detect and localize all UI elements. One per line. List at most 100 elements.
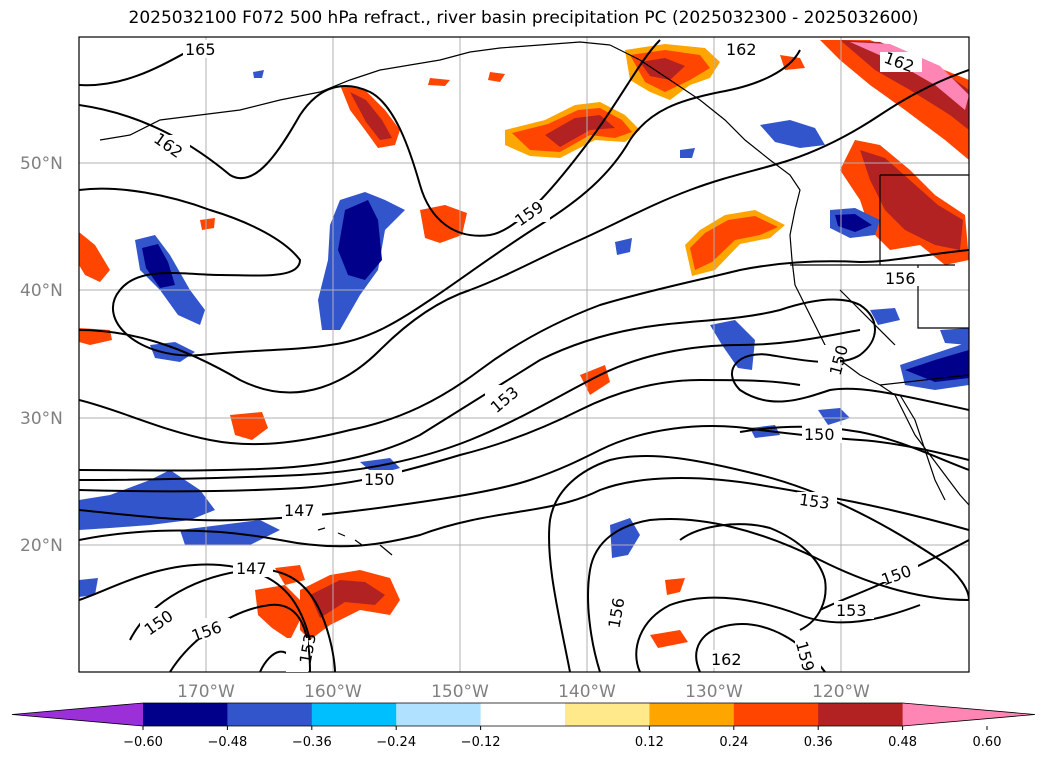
precip-patch <box>545 115 615 147</box>
colorbar-tick-label: 0.12 <box>635 735 664 750</box>
precip-patch <box>488 72 505 82</box>
contour-line <box>679 523 827 631</box>
contour-label: 153 <box>296 632 320 665</box>
contour-label: 156 <box>885 269 916 288</box>
lat-label: 50°N <box>20 154 63 174</box>
coastlines <box>99 41 969 556</box>
colorbar-extend-max <box>902 703 1035 726</box>
alaska-panhandle-coast <box>609 44 801 261</box>
colorbar-segment <box>565 703 650 726</box>
precip-patch <box>79 470 215 530</box>
contour-label: 165 <box>185 40 216 59</box>
contour-line <box>79 249 969 446</box>
colorbar-tick-label: 0.60 <box>973 735 1002 750</box>
precip-patch <box>940 328 969 345</box>
contour-label: 156 <box>604 596 628 629</box>
precip-patch <box>818 408 850 425</box>
contour-label: 150 <box>364 470 395 489</box>
precip-patch <box>79 232 110 282</box>
contour-label-backing <box>140 40 923 672</box>
longitude-labels: 170°W 160°W 150°W 140°W 130°W 120°W <box>177 682 870 702</box>
precip-patch <box>255 585 300 640</box>
contour-label: 153 <box>836 601 867 620</box>
precip-patch <box>428 78 450 86</box>
contour-label: 153 <box>798 490 831 513</box>
contour-line <box>79 563 311 641</box>
contour-line <box>79 39 661 237</box>
precip-patch <box>840 40 969 130</box>
precip-patch <box>835 214 872 232</box>
us-state-border <box>839 289 896 346</box>
lon-label: 140°W <box>558 682 616 702</box>
contour-label: 162 <box>726 40 757 59</box>
colorbar-segment <box>143 703 228 726</box>
us-state-border <box>917 265 969 329</box>
lon-label: 160°W <box>304 682 362 702</box>
precip-patch <box>905 350 969 382</box>
precip-patch <box>79 328 112 345</box>
contour-label: 150 <box>804 425 835 444</box>
contour-label: 147 <box>284 501 315 520</box>
precip-patch <box>350 92 392 140</box>
precip-patch <box>610 518 640 558</box>
map-frame <box>78 36 970 673</box>
refractivity-contours <box>79 39 969 672</box>
contour-line <box>79 425 969 522</box>
contour-line <box>169 603 311 672</box>
colorbar-segment <box>396 703 482 726</box>
contour-line <box>739 425 969 471</box>
precip-patch <box>650 630 688 648</box>
precip-patch <box>665 578 685 595</box>
lat-label: 40°N <box>20 281 63 301</box>
colorbar-tick-label: 0.24 <box>719 735 748 750</box>
map-grid <box>79 37 969 672</box>
precip-patch <box>253 70 264 78</box>
precip-patch <box>275 565 305 585</box>
contour-label: 147 <box>236 559 267 578</box>
contour-line <box>79 477 969 548</box>
precip-patch <box>870 308 900 325</box>
colorbar-segment <box>480 703 566 726</box>
colorbar-segment <box>227 703 313 726</box>
colorbar-tick-label: −0.24 <box>376 735 416 750</box>
precip-patch <box>150 342 195 362</box>
alaska-coast <box>99 41 611 141</box>
hawaii-islands <box>317 527 393 556</box>
precip-patch <box>680 148 695 158</box>
colorbar-tick-label: 0.48 <box>888 735 917 750</box>
precip-patch <box>200 218 215 230</box>
contour-line <box>79 49 801 357</box>
contour-line <box>587 518 969 672</box>
precip-patch <box>338 200 382 280</box>
lat-label: 20°N <box>20 536 63 556</box>
precip-patch <box>760 120 825 148</box>
colorbar <box>11 702 1036 727</box>
precip-patch <box>615 238 632 255</box>
contour-line <box>79 329 861 481</box>
colorbar-tick-label: 0.36 <box>804 735 833 750</box>
contour-line <box>129 568 336 672</box>
colorbar-segment <box>311 703 397 726</box>
precip-patch <box>640 58 685 80</box>
lon-label: 150°W <box>431 682 489 702</box>
lon-label: 170°W <box>177 682 235 702</box>
latitude-labels: 50°N 40°N 30°N 20°N <box>20 154 63 556</box>
precip-patch <box>690 216 778 270</box>
precip-patch <box>79 578 98 597</box>
baja-coast <box>899 394 946 501</box>
map-title: 2025032100 F072 500 hPa refract., river … <box>128 8 919 28</box>
mexico-border <box>879 374 969 386</box>
colorbar-tick-label: −0.12 <box>461 735 501 750</box>
negative-precip-areas <box>79 70 969 597</box>
precip-patch <box>230 412 268 440</box>
lat-label: 30°N <box>20 409 63 429</box>
contour-line <box>548 455 969 672</box>
contour-line <box>79 69 969 394</box>
colorbar-tick-label: −0.48 <box>207 735 247 750</box>
contour-label: 162 <box>711 650 742 669</box>
contour-line <box>79 44 201 87</box>
colorbar-tick-label: −0.36 <box>292 735 332 750</box>
precip-patch <box>580 365 610 395</box>
precip-patch <box>310 580 385 618</box>
contour-line <box>79 378 801 493</box>
